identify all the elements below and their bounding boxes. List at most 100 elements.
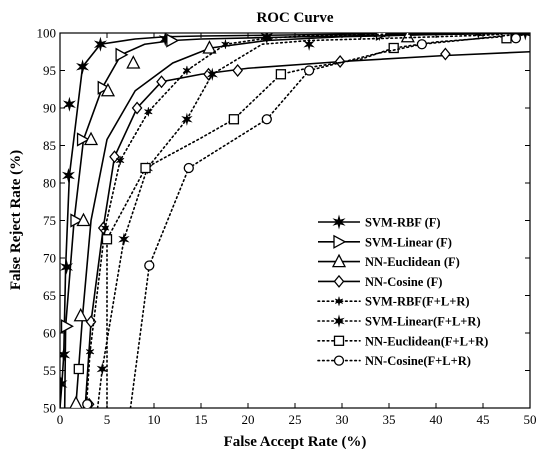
data-point-marker (232, 63, 243, 78)
y-tick-label: 90 (43, 101, 56, 116)
series-svm-linear-f (60, 33, 530, 408)
x-tick-label: 25 (289, 412, 302, 427)
data-point-marker (101, 234, 113, 245)
data-point-marker (206, 67, 218, 81)
data-point-marker (262, 33, 271, 43)
legend-label: NN-Euclidean (F) (365, 255, 460, 269)
series-nn-cosine-f-l-r (82, 33, 530, 408)
series-line (85, 33, 530, 408)
x-tick-label: 50 (524, 412, 537, 427)
legend-item: NN-Euclidean (F) (318, 253, 460, 269)
data-point-marker (440, 47, 451, 61)
legend-item: SVM-Linear(F+L+R) (317, 314, 481, 329)
y-tick-label: 65 (43, 288, 56, 303)
data-point-marker (118, 232, 130, 246)
legend-label: SVM-RBF (F) (365, 216, 441, 230)
series-nn-euclidean-f (69, 33, 530, 408)
legend-label: SVM-Linear (F) (365, 235, 452, 249)
data-point-marker (182, 65, 192, 76)
y-tick-label: 60 (43, 326, 56, 341)
data-point-marker (109, 150, 120, 164)
y-tick-label: 55 (43, 363, 56, 378)
x-tick-label: 35 (383, 412, 396, 427)
data-point-marker (76, 212, 91, 227)
data-point-marker (331, 253, 347, 268)
series-line (129, 33, 530, 408)
data-point-marker (131, 101, 143, 115)
data-point-marker (334, 296, 344, 306)
data-point-marker (100, 82, 116, 97)
data-point-marker (61, 167, 75, 184)
data-point-marker (73, 307, 88, 322)
series-svm-linear-f-l-r (96, 33, 530, 408)
data-point-marker (303, 37, 315, 51)
data-point-marker (69, 395, 83, 408)
x-tick-label: 40 (430, 412, 443, 427)
y-tick-label: 80 (43, 176, 56, 191)
data-point-marker (333, 355, 345, 366)
data-point-marker (166, 33, 180, 48)
data-point-marker (115, 47, 129, 62)
data-point-marker (303, 65, 315, 76)
y-tick-label: 70 (43, 251, 56, 266)
data-point-marker (333, 314, 345, 328)
data-point-marker (332, 214, 346, 230)
data-point-marker (70, 213, 84, 228)
data-point-marker (333, 234, 347, 249)
legend-item: NN-Euclidean(F+L+R) (317, 334, 488, 348)
chart-title: ROC Curve (256, 10, 333, 26)
legend-label: NN-Euclidean(F+L+R) (365, 334, 488, 348)
legend-label: NN-Cosine (F) (365, 275, 442, 289)
x-tick-label: 30 (336, 412, 349, 427)
legend-item: NN-Cosine (F) (318, 274, 442, 289)
data-point-marker (510, 33, 522, 44)
data-point-marker (400, 33, 415, 43)
y-tick-label: 95 (43, 63, 56, 78)
y-tick-label: 85 (43, 138, 56, 153)
data-point-marker (333, 335, 345, 346)
legend: SVM-RBF (F) SVM-Linear (F) NN-Euclidean (F… (317, 214, 488, 368)
data-point-marker (93, 36, 107, 52)
data-point-marker (261, 114, 272, 125)
data-point-marker (334, 54, 346, 69)
data-point-marker (140, 162, 151, 174)
data-point-marker (144, 260, 155, 271)
data-point-marker (202, 40, 217, 54)
x-tick-label: 20 (242, 412, 255, 427)
data-point-marker (76, 59, 90, 75)
series-svm-rbf-f (60, 33, 530, 408)
legend-item: SVM-RBF (F) (318, 214, 441, 230)
data-point-marker (96, 362, 108, 376)
legend-label: NN-Cosine(F+L+R) (365, 354, 471, 368)
x-tick-label: 0 (57, 412, 64, 427)
series-line (63, 33, 530, 408)
x-tick-label: 15 (195, 412, 208, 427)
data-point-marker (126, 55, 141, 69)
legend-item: SVM-RBF(F+L+R) (317, 295, 470, 309)
data-point-marker (60, 319, 74, 334)
x-axis-label: False Accept Rate (%) (224, 434, 367, 450)
data-point-marker (181, 112, 193, 126)
series-line (73, 33, 530, 408)
data-point-marker (388, 42, 399, 54)
series-svm-rbf-f-l-r (85, 33, 530, 408)
data-point-marker (97, 80, 111, 95)
data-point-marker (275, 69, 287, 80)
y-tick-label: 100 (37, 26, 57, 41)
series-line (96, 33, 530, 408)
legend-item: NN-Cosine(F+L+R) (317, 354, 471, 368)
data-point-marker (73, 363, 84, 375)
data-point-marker (333, 274, 345, 288)
legend-label: SVM-Linear(F+L+R) (365, 315, 481, 329)
series-line (106, 33, 530, 408)
legend-item: SVM-Linear (F) (318, 234, 452, 249)
data-point-marker (60, 259, 74, 275)
data-point-marker (116, 155, 125, 166)
data-point-marker (60, 347, 71, 363)
y-axis-label: False Reject Rate (%) (8, 150, 24, 290)
legend-label: SVM-RBF(F+L+R) (365, 295, 470, 309)
data-point-marker (156, 75, 167, 89)
data-point-marker (60, 376, 68, 392)
series-line (82, 50, 530, 408)
